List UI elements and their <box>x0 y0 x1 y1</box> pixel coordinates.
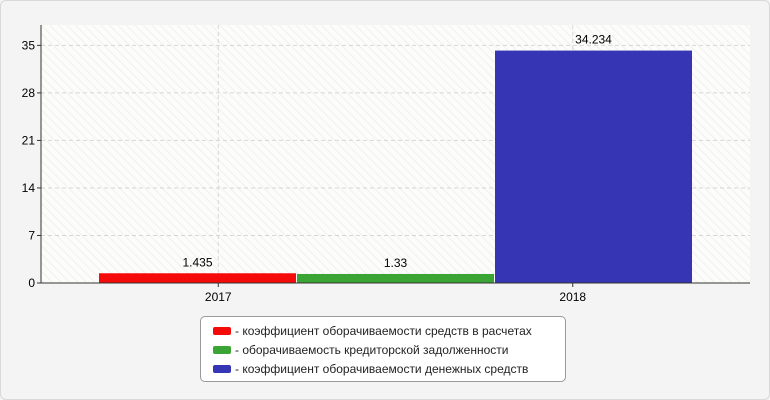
bar-2017-series-0 <box>99 273 296 283</box>
y-tick-label: 35 <box>22 38 36 52</box>
legend-item-receivables-turnover: - коэффициент оборачиваемости средств в … <box>213 321 565 340</box>
bar-2018-series-2 <box>495 50 692 284</box>
legend-label: - коэффициент оборачиваемости средств в … <box>235 323 532 338</box>
data-label: 34.234 <box>575 33 612 47</box>
legend-item-payables-turnover: - оборачиваемость кредиторской задолженн… <box>213 340 565 359</box>
x-tick-label: 2017 <box>205 290 232 304</box>
y-tick-label: 28 <box>22 86 36 100</box>
data-label: 1.435 <box>182 255 212 269</box>
legend: - коэффициент оборачиваемости средств в … <box>200 316 566 382</box>
y-tick-label: 7 <box>28 228 35 242</box>
legend-item-cash-turnover: - коэффициент оборачиваемости денежных с… <box>213 359 565 378</box>
y-tick-label: 0 <box>28 276 35 290</box>
legend-label: - коэффициент оборачиваемости денежных с… <box>235 361 529 376</box>
bar-2017-series-1 <box>297 273 494 283</box>
legend-swatch-green <box>213 345 231 354</box>
legend-swatch-blue <box>213 364 231 373</box>
y-tick-label: 21 <box>22 133 36 147</box>
x-tick-label: 2018 <box>559 290 586 304</box>
legend-swatch-red <box>213 326 231 335</box>
legend-label: - оборачиваемость кредиторской задолженн… <box>235 342 509 357</box>
y-tick-label: 14 <box>22 181 36 195</box>
data-label: 1.33 <box>384 256 408 270</box>
